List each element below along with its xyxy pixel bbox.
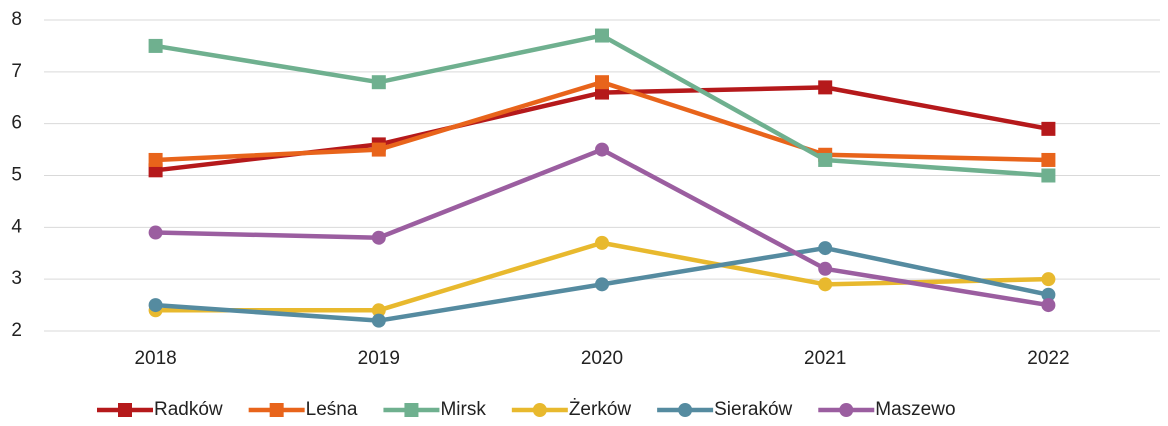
data-point [1041, 168, 1056, 183]
series-line [155, 240, 1049, 313]
x-tick-label: 2020 [581, 348, 623, 369]
data-point [371, 75, 386, 90]
data-point [818, 241, 833, 256]
legend-label: Sieraków [714, 399, 792, 420]
data-point [595, 28, 609, 43]
legend-label: Mirsk [440, 399, 486, 420]
data-point [148, 152, 163, 167]
legend-marker [269, 403, 284, 417]
data-point [818, 80, 833, 95]
legend-label: Leśna [306, 399, 358, 420]
data-point [595, 142, 609, 157]
data-point [818, 152, 833, 167]
data-point [371, 142, 386, 157]
legend-label: Maszewo [875, 399, 955, 420]
y-tick-label: 3 [11, 268, 22, 289]
data-point [818, 277, 833, 292]
legend-label: Radków [154, 399, 223, 420]
data-point [595, 235, 609, 250]
legend-marker [118, 403, 132, 417]
data-point [1041, 272, 1056, 287]
y-tick-label: 6 [11, 113, 22, 134]
data-point [371, 303, 386, 318]
x-tick-label: 2018 [134, 348, 176, 369]
legend-marker [532, 403, 547, 417]
data-point [148, 298, 163, 313]
legend-marker [404, 403, 419, 417]
data-point [1041, 287, 1056, 302]
data-point [148, 38, 163, 53]
data-point [371, 313, 386, 328]
legend-marker [839, 403, 854, 417]
y-tick-label: 7 [11, 61, 22, 82]
data-point [371, 230, 386, 245]
y-tick-label: 2 [11, 320, 22, 341]
data-point [595, 277, 609, 292]
y-tick-label: 4 [11, 216, 22, 237]
x-tick-label: 2019 [358, 348, 400, 369]
x-tick-label: 2022 [1027, 348, 1069, 369]
data-point [595, 75, 609, 90]
legend-marker [678, 403, 693, 417]
data-point [1041, 298, 1056, 313]
x-tick-label: 2021 [804, 348, 846, 369]
legend-label: Żerków [569, 399, 632, 420]
data-point [1041, 152, 1056, 167]
data-point [818, 261, 833, 276]
data-point [1041, 121, 1056, 136]
data-point [148, 225, 163, 240]
y-tick-label: 8 [11, 9, 22, 30]
y-tick-label: 5 [11, 165, 22, 186]
